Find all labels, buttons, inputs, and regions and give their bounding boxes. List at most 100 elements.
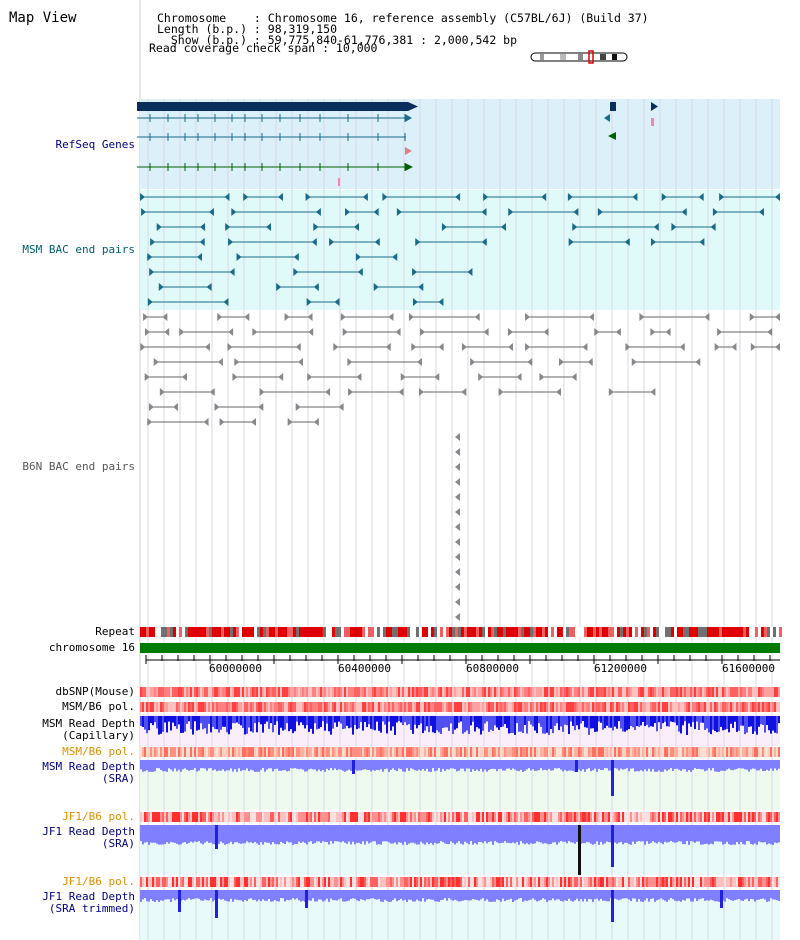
polymorphism-cell [670, 877, 672, 887]
read-depth-bar [692, 825, 694, 842]
polymorphism-cell [150, 687, 152, 697]
polymorphism-cell [770, 687, 772, 697]
read-depth-bar [726, 716, 728, 729]
read-depth-bar [388, 760, 390, 772]
read-depth-bar [702, 890, 704, 899]
polymorphism-cell [720, 687, 722, 697]
polymorphism-cell [504, 747, 506, 757]
polymorphism-cell [254, 747, 256, 757]
track-label-refseq-genes[interactable]: RefSeq Genes [55, 138, 135, 151]
polymorphism-cell [422, 687, 424, 697]
polymorphism-cell [244, 687, 246, 697]
read-depth-bar [234, 890, 236, 900]
bac-end-marker [223, 298, 229, 306]
polymorphism-cell [436, 687, 438, 697]
polymorphism-cell [374, 747, 376, 757]
repeat-segment [239, 627, 242, 637]
read-depth-bar [294, 825, 296, 845]
repeat-segment [170, 627, 173, 637]
read-depth-bar [348, 716, 350, 729]
read-depth-bar [716, 716, 718, 733]
polymorphism-cell [448, 687, 450, 697]
polymorphism-cell [176, 812, 178, 822]
read-depth-bar [486, 760, 488, 772]
polymorphism-cell [748, 877, 750, 887]
polymorphism-cell [540, 877, 542, 887]
read-depth-bar [398, 825, 400, 843]
read-depth-bar [292, 760, 294, 769]
polymorphism-cell [680, 747, 682, 757]
read-depth-bar [480, 760, 482, 769]
read-depth-bar [230, 716, 232, 730]
read-depth-bar [168, 890, 170, 900]
track-label-msm-bac-end-pairs[interactable]: MSM BAC end pairs [22, 243, 135, 256]
polymorphism-cell [374, 702, 376, 712]
read-depth-bar [336, 890, 338, 901]
polymorphism-cell [440, 687, 442, 697]
read-depth-bar [442, 890, 444, 900]
read-depth-bar [684, 716, 686, 722]
read-depth-bar [258, 825, 260, 845]
read-depth-bar [278, 760, 280, 771]
polymorphism-cell [192, 702, 194, 712]
read-depth-bar [350, 825, 352, 845]
polymorphism-cell [186, 877, 188, 887]
polymorphism-cell [226, 812, 228, 822]
read-depth-bar [650, 825, 652, 843]
polymorphism-cell [300, 747, 302, 757]
read-depth-bar [450, 760, 452, 769]
bac-end-marker [412, 268, 418, 276]
polymorphism-cell [282, 702, 284, 712]
read-depth-bar [574, 825, 576, 844]
read-depth-bar [750, 716, 752, 727]
read-depth-bar [412, 825, 414, 843]
track-label-b6n-bac-end-pairs[interactable]: B6N BAC end pairs [22, 460, 135, 473]
polymorphism-cell [572, 702, 574, 712]
track-label-dbsnp: dbSNP(Mouse) [55, 685, 135, 698]
read-depth-bar [528, 716, 530, 722]
polymorphism-cell [196, 812, 198, 822]
read-depth-bar [680, 890, 682, 902]
polymorphism-cell [228, 877, 230, 887]
bac-end-marker [392, 253, 398, 261]
polymorphism-cell [240, 877, 242, 887]
read-depth-bar [190, 825, 192, 842]
polymorphism-cell [494, 687, 496, 697]
polymorphism-cell [224, 702, 226, 712]
read-depth-bar [694, 825, 696, 843]
polymorphism-cell [626, 747, 628, 757]
bac-end-marker [295, 403, 301, 411]
polymorphism-cell [436, 812, 438, 822]
polymorphism-cell [412, 702, 414, 712]
read-depth-bar [598, 716, 600, 722]
read-depth-bar [592, 716, 594, 729]
read-depth-bar [608, 825, 610, 843]
read-depth-bar [688, 825, 690, 845]
polymorphism-cell [628, 812, 630, 822]
polymorphism-cell [362, 702, 364, 712]
polymorphism-cell [362, 687, 364, 697]
repeat-segment [398, 627, 401, 637]
polymorphism-cell [508, 702, 510, 712]
repeat-segment [641, 627, 644, 637]
read-depth-bar [280, 760, 282, 771]
read-depth-bar [410, 825, 412, 843]
read-depth-bar [390, 760, 392, 770]
polymorphism-cell [696, 747, 698, 757]
polymorphism-cell [468, 687, 470, 697]
polymorphism-cell [240, 747, 242, 757]
repeat-segment [314, 627, 317, 637]
read-depth-bar [460, 760, 462, 769]
polymorphism-cell [552, 687, 554, 697]
read-depth-bar [514, 716, 516, 735]
read-depth-bar [396, 825, 398, 845]
polymorphism-cell [420, 747, 422, 757]
polymorphism-cell [754, 747, 756, 757]
read-depth-bar [730, 760, 732, 770]
polymorphism-cell [178, 877, 180, 887]
track-label-jf1-read-depth-sra: JF1 Read Depth (SRA) [42, 825, 135, 850]
polymorphism-cell [660, 687, 662, 697]
read-depth-bar [390, 825, 392, 844]
polymorphism-cell [570, 812, 572, 822]
